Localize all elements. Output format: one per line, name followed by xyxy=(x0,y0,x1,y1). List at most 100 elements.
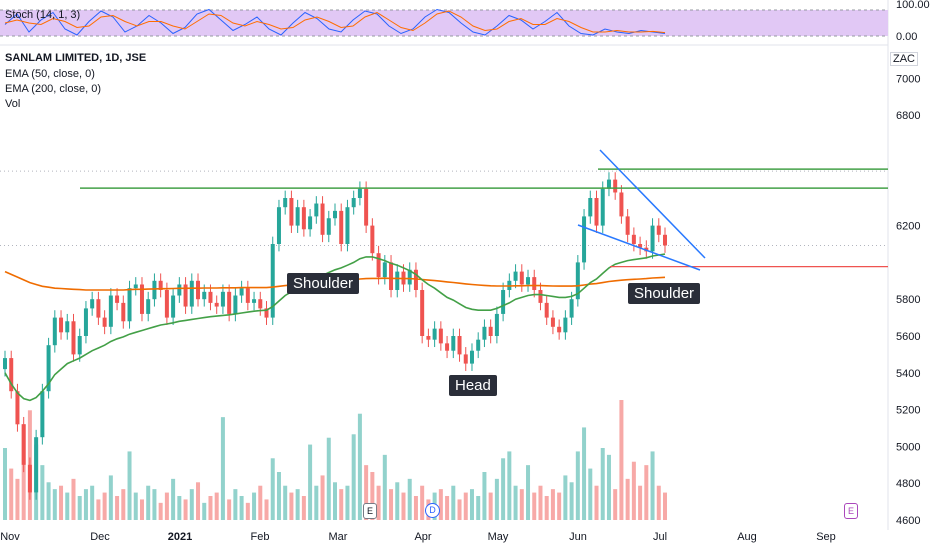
volume-bar xyxy=(469,489,474,520)
candle-body xyxy=(426,336,431,340)
upcoming-earnings-icon[interactable]: E xyxy=(844,503,858,519)
candle-body xyxy=(196,280,201,300)
price-tick-label: 5000 xyxy=(896,441,920,453)
candle-body xyxy=(395,271,400,290)
candle-body xyxy=(27,464,32,493)
candle-body xyxy=(420,290,425,336)
volume-bar xyxy=(52,489,57,520)
volume-bar xyxy=(582,427,587,520)
stoch-label: Stoch (14, 1, 3) xyxy=(5,9,81,21)
candle-body xyxy=(544,302,549,318)
volume-bar xyxy=(115,496,120,520)
candle-body xyxy=(15,391,20,425)
time-tick-label: 2021 xyxy=(168,531,192,543)
price-tick-label: 5600 xyxy=(896,331,920,343)
volume-bar xyxy=(339,489,344,520)
ema200-legend[interactable]: EMA (200, close, 0) xyxy=(5,83,101,95)
ema50-legend[interactable]: EMA (50, close, 0) xyxy=(5,68,95,80)
candle-body xyxy=(656,225,661,235)
volume-bar xyxy=(77,496,82,520)
upper-trendline xyxy=(599,149,706,259)
candle-body xyxy=(370,225,375,254)
vol-legend[interactable]: Vol xyxy=(5,98,21,110)
candle-body xyxy=(46,345,51,392)
annotation-left-shoulder[interactable]: Shoulder xyxy=(287,273,360,294)
candle-body xyxy=(83,308,88,336)
volume-bar xyxy=(389,489,394,520)
volume-bar xyxy=(214,492,219,520)
candle-body xyxy=(345,207,350,244)
volume-bar xyxy=(171,478,176,520)
candle-body xyxy=(320,203,325,235)
candle-body xyxy=(65,321,70,333)
candle-body xyxy=(139,284,144,314)
candle-body xyxy=(519,271,524,285)
price-tick-label: 4800 xyxy=(896,478,920,490)
volume-bar xyxy=(258,485,263,520)
volume-bar xyxy=(606,454,611,520)
candle-body xyxy=(177,284,182,296)
volume-bar xyxy=(108,475,113,520)
volume-bar xyxy=(189,489,194,520)
volume-bar xyxy=(326,437,331,520)
volume-bar xyxy=(663,492,667,520)
candle-body xyxy=(171,295,176,318)
candle-body xyxy=(152,280,157,300)
volume-bar xyxy=(488,492,493,520)
volume-bar xyxy=(513,485,518,520)
candle-body xyxy=(413,269,418,290)
volume-bar xyxy=(613,489,618,520)
annotation-right-shoulder[interactable]: Shoulder xyxy=(628,283,701,304)
time-tick-label: Mar xyxy=(329,531,348,543)
volume-bar xyxy=(270,458,275,520)
volume-bar xyxy=(569,482,574,520)
volume-bar xyxy=(476,496,481,520)
candle-body xyxy=(233,295,238,314)
ema50-line xyxy=(4,253,666,402)
candle-body xyxy=(469,350,474,364)
time-tick-label: Jul xyxy=(653,531,667,543)
time-tick-label: Aug xyxy=(737,531,757,543)
candle-body xyxy=(650,225,655,252)
candle-body xyxy=(663,234,667,246)
candle-body xyxy=(488,326,493,336)
earnings-event-icon[interactable]: E xyxy=(363,503,377,519)
volume-bar xyxy=(650,451,655,520)
candle-body xyxy=(376,253,381,278)
candle-body xyxy=(407,269,412,285)
price-label-6404-a: 6404 xyxy=(901,159,927,171)
volume-bar xyxy=(152,489,157,520)
volume-bar xyxy=(208,496,213,520)
candle-body xyxy=(9,358,14,392)
candle-body xyxy=(451,336,456,351)
time-tick-label: May xyxy=(488,531,509,543)
candle-body xyxy=(34,437,39,493)
volume-bar xyxy=(65,492,70,520)
volume-bar xyxy=(457,499,462,520)
candle-body xyxy=(389,262,394,290)
volume-bar xyxy=(351,434,356,520)
symbol-title[interactable]: SANLAM LIMITED, 1D, JSE xyxy=(5,52,147,64)
annotation-head[interactable]: Head xyxy=(449,375,497,396)
volume-bar xyxy=(619,400,624,520)
time-tick-label: Jun xyxy=(569,531,587,543)
candle-body xyxy=(102,317,107,327)
candle-body xyxy=(252,299,257,303)
candle-body xyxy=(575,262,580,300)
candle-body xyxy=(164,290,169,318)
dividend-event-icon[interactable]: D xyxy=(425,503,440,518)
volume-bar xyxy=(40,465,45,520)
volume-bar xyxy=(308,444,313,520)
volume-bar xyxy=(276,472,281,520)
volume-bar xyxy=(463,492,468,520)
stoch-d-line xyxy=(4,10,666,34)
candle-body xyxy=(501,290,506,314)
volume-bar xyxy=(301,496,306,520)
candle-body xyxy=(202,291,207,300)
volume-bar xyxy=(507,451,512,520)
volume-bar xyxy=(71,478,76,520)
candle-body xyxy=(631,234,636,244)
price-tick-label: 6800 xyxy=(896,110,920,122)
volume-bar xyxy=(121,489,126,520)
volume-bar xyxy=(333,482,337,520)
